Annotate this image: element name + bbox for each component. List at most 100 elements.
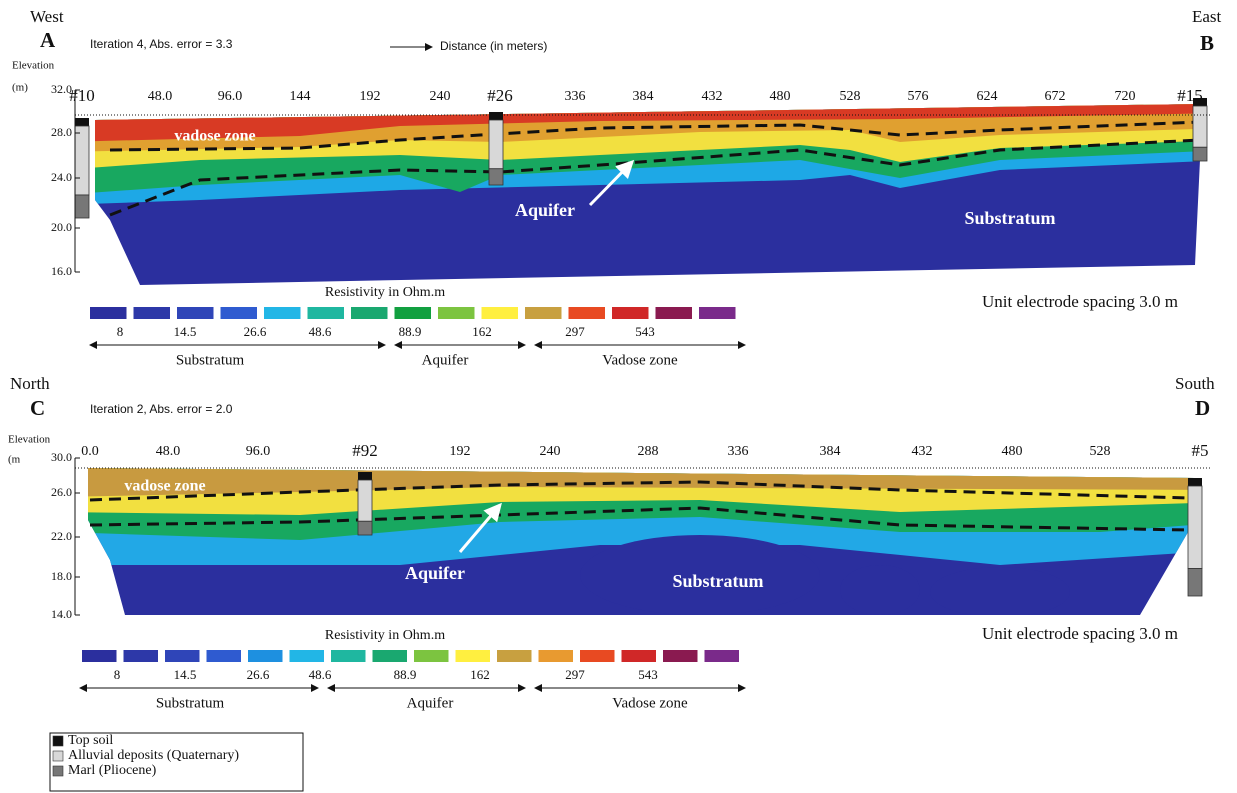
scale-swatch — [220, 307, 257, 319]
scale-swatch — [538, 650, 573, 662]
x-tick-label: 48.0 — [156, 444, 181, 459]
substratum-blob — [840, 565, 920, 615]
electrode-spacing: Unit electrode spacing 3.0 m — [982, 292, 1178, 311]
range-label: Aquifer — [422, 352, 469, 368]
boundary-line — [109, 120, 1201, 152]
substratum-blob — [580, 535, 820, 615]
legend-box — [49, 732, 304, 792]
scale-swatch — [177, 307, 214, 319]
scale-swatch — [497, 650, 532, 662]
x-tick-label: #5 — [1192, 441, 1209, 460]
x-tick-label: 240 — [540, 444, 561, 459]
scale-swatch — [704, 650, 739, 662]
scale-swatch — [663, 650, 698, 662]
x-tick-label: 720 — [1115, 89, 1136, 104]
scale-value: 162 — [470, 667, 490, 682]
x-tick-label: 384 — [633, 89, 654, 104]
scale-swatch — [133, 307, 170, 319]
borehole-alluvial — [488, 119, 504, 170]
y-tick-label: 16.0 — [51, 264, 72, 278]
electrode-spacing: Unit electrode spacing 3.0 m — [982, 624, 1178, 643]
borehole-marl — [357, 520, 373, 536]
x-tick-label: #26 — [487, 86, 513, 105]
scale-swatch — [414, 650, 449, 662]
x-tick-label: 624 — [977, 89, 998, 104]
elevation-label: Elevation — [12, 60, 55, 72]
borehole-topsoil — [358, 472, 372, 480]
scale-swatch — [438, 307, 475, 319]
y-tick-label: 22.0 — [51, 529, 72, 543]
heading: D — [1195, 396, 1210, 420]
heading: West — [30, 7, 64, 26]
aquifer-arrow — [458, 502, 502, 553]
x-tick-label: 240 — [430, 89, 451, 104]
legend-swatch — [52, 750, 64, 762]
boundary-line — [89, 506, 1191, 532]
scale-swatch — [612, 307, 649, 319]
scale-value: 88.9 — [394, 667, 417, 682]
borehole-topsoil — [1188, 478, 1202, 486]
x-tick-label: 48.0 — [148, 89, 173, 104]
y-tick-label: 26.0 — [51, 485, 72, 499]
borehole-marl — [1192, 146, 1208, 162]
heading: A — [40, 28, 56, 52]
x-tick-label: 384 — [820, 444, 841, 459]
scale-value: 14.5 — [174, 324, 197, 339]
x-tick-label: 96.0 — [246, 444, 271, 459]
range-label: Vadose zone — [602, 352, 678, 368]
scale-swatch — [123, 650, 158, 662]
borehole-marl — [488, 168, 504, 186]
x-tick-label: 144 — [290, 89, 311, 104]
x-tick-label: 336 — [728, 444, 749, 459]
borehole-topsoil — [75, 118, 89, 126]
borehole-marl — [74, 194, 90, 219]
scale-value: 14.5 — [174, 667, 197, 682]
zone-label: Substratum — [964, 208, 1055, 228]
boundary-line — [89, 480, 1191, 502]
borehole-alluvial — [74, 125, 90, 196]
scale-value: 48.6 — [309, 667, 332, 682]
heading: East — [1192, 7, 1222, 26]
x-tick-label: 336 — [565, 89, 586, 104]
heading: B — [1200, 31, 1214, 55]
scale-value: 297 — [565, 324, 585, 339]
legend-swatch — [52, 735, 64, 747]
distance-label: Distance (in meters) — [440, 39, 547, 53]
zone-label: Aquifer — [405, 563, 465, 583]
x-tick-label: 528 — [840, 89, 861, 104]
aquifer-arrow — [588, 159, 635, 207]
heading: North — [10, 374, 50, 393]
zone-label: Aquifer — [515, 200, 575, 220]
zone-label: Substratum — [672, 571, 763, 591]
scale-value: 543 — [638, 667, 658, 682]
y-tick-label: 24.0 — [51, 170, 72, 184]
scale-value: 48.6 — [309, 324, 332, 339]
scale-value: 8 — [114, 667, 121, 682]
zone-label: vadose zone — [174, 128, 255, 145]
scale-swatch — [568, 307, 605, 319]
iteration-label: Iteration 2, Abs. error = 2.0 — [90, 402, 233, 416]
scale-swatch — [206, 650, 241, 662]
scale-swatch — [394, 307, 431, 319]
legend-label: Top soil — [68, 733, 113, 748]
scale-swatch — [165, 650, 200, 662]
scale-swatch — [264, 307, 301, 319]
x-tick-label: 480 — [770, 89, 791, 104]
x-tick-label: #10 — [69, 86, 95, 105]
scale-value: 8 — [117, 324, 124, 339]
scale-swatch — [331, 650, 366, 662]
scale-swatch — [655, 307, 692, 319]
elevation-unit: (m) — [12, 82, 28, 94]
iteration-label: Iteration 4, Abs. error = 3.3 — [90, 37, 233, 51]
borehole-alluvial — [1192, 105, 1208, 148]
borehole-alluvial — [1187, 485, 1203, 569]
scale-swatch — [455, 650, 490, 662]
scale-title: Resistivity in Ohm.m — [325, 628, 445, 643]
legend-label: Marl (Pliocene) — [68, 763, 157, 778]
substratum-blob — [930, 567, 1070, 615]
x-tick-label: 288 — [638, 444, 659, 459]
heading: South — [1175, 374, 1215, 393]
borehole-topsoil — [1193, 98, 1207, 106]
scale-swatch — [307, 307, 344, 319]
scale-swatch — [481, 307, 518, 319]
